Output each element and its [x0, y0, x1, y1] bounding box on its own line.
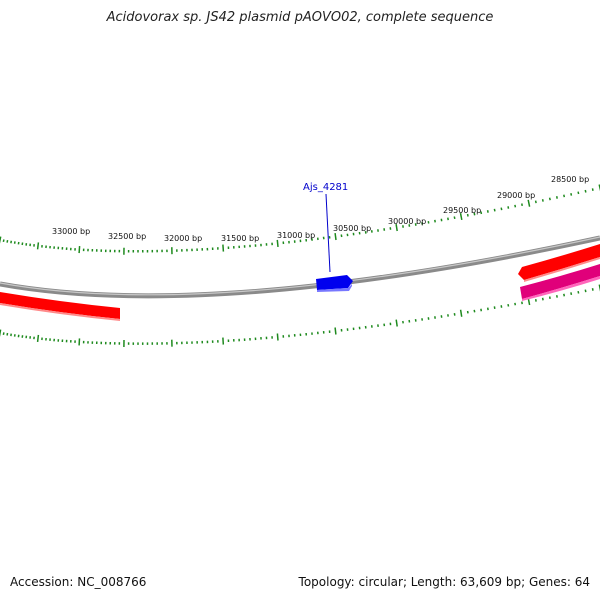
minor-tick	[555, 295, 558, 298]
minor-tick	[473, 212, 476, 216]
major-tick	[395, 319, 398, 327]
minor-tick	[514, 204, 517, 208]
tick-label-30500: 30500 bp	[333, 224, 371, 233]
gene-red-right[interactable]	[518, 244, 600, 280]
major-tick	[395, 223, 398, 232]
tick-label-31000: 31000 bp	[277, 231, 315, 240]
gene-red-left-shadow	[0, 303, 120, 321]
gene-blue-ajs-4281[interactable]	[316, 275, 353, 290]
gene-label-leader	[325, 193, 331, 273]
tick-label-33000: 33000 bp	[52, 227, 90, 236]
gene-label-ajs-4281[interactable]: Ajs_4281	[303, 182, 348, 193]
gene-features	[0, 244, 600, 321]
minor-tick	[591, 188, 594, 191]
minor-tick	[2, 239, 5, 243]
gene-label-group: Ajs_4281	[303, 182, 348, 273]
minor-tick	[500, 207, 503, 211]
backbone-highlight	[0, 236, 600, 296]
minor-tick	[493, 208, 496, 212]
gene-magenta-right[interactable]	[520, 264, 600, 299]
gene-blue-shadow	[317, 284, 352, 292]
backbone-circle	[0, 235, 600, 299]
minor-tick	[541, 199, 544, 202]
tick-label-32000: 32000 bp	[164, 234, 202, 243]
major-tick	[36, 242, 40, 250]
minor-tick	[2, 332, 5, 336]
major-tick	[276, 239, 279, 247]
major-tick	[0, 329, 2, 337]
tick-label-30000: 30000 bp	[388, 217, 426, 226]
major-tick	[0, 236, 2, 244]
major-tick	[459, 212, 463, 221]
outer-tick-track	[0, 184, 600, 255]
minor-tick	[486, 210, 489, 213]
topology-summary: Topology: circular; Length: 63,609 bp; G…	[298, 575, 590, 589]
major-tick	[527, 199, 531, 207]
major-tick	[459, 309, 463, 317]
tick-labels: 33000 bp 32500 bp 32000 bp 31500 bp 3100…	[52, 175, 589, 243]
minor-tick	[563, 293, 566, 297]
minor-tick	[570, 292, 573, 296]
minor-tick	[534, 200, 537, 204]
tick-label-29000: 29000 bp	[497, 191, 535, 200]
minor-tick	[555, 196, 558, 199]
minor-tick	[541, 297, 544, 301]
minor-tick	[570, 193, 573, 196]
major-tick	[276, 333, 279, 341]
gene-red-left[interactable]	[0, 292, 120, 319]
gene-red-right-shadow	[524, 257, 600, 282]
major-tick	[334, 233, 337, 241]
minor-tick	[591, 288, 594, 291]
minor-tick	[577, 290, 580, 294]
minor-tick	[507, 206, 510, 209]
tick-label-31500: 31500 bp	[221, 234, 259, 243]
minor-tick	[6, 239, 9, 243]
gene-magenta-right-shadow	[522, 276, 600, 301]
major-tick	[36, 334, 40, 342]
tick-label-28500: 28500 bp	[551, 175, 589, 184]
tick-label-32500: 32500 bp	[108, 232, 146, 241]
minor-tick	[584, 189, 587, 193]
minor-tick	[584, 289, 587, 293]
minor-tick	[548, 197, 551, 201]
map-title: Acidovorax sp. JS42 plasmid pAOVO02, com…	[106, 10, 494, 25]
major-tick	[334, 327, 337, 335]
major-tick	[222, 244, 225, 252]
inner-tick-track	[0, 284, 600, 348]
tick-label-29500: 29500 bp	[443, 206, 481, 215]
major-tick	[598, 184, 600, 192]
accession-text: Accession: NC_008766	[10, 575, 147, 589]
minor-tick	[577, 191, 580, 195]
minor-tick	[473, 309, 476, 313]
minor-tick	[563, 194, 566, 198]
minor-tick	[480, 211, 483, 215]
major-tick	[78, 246, 81, 254]
minor-tick	[507, 303, 510, 307]
minor-tick	[453, 216, 456, 220]
